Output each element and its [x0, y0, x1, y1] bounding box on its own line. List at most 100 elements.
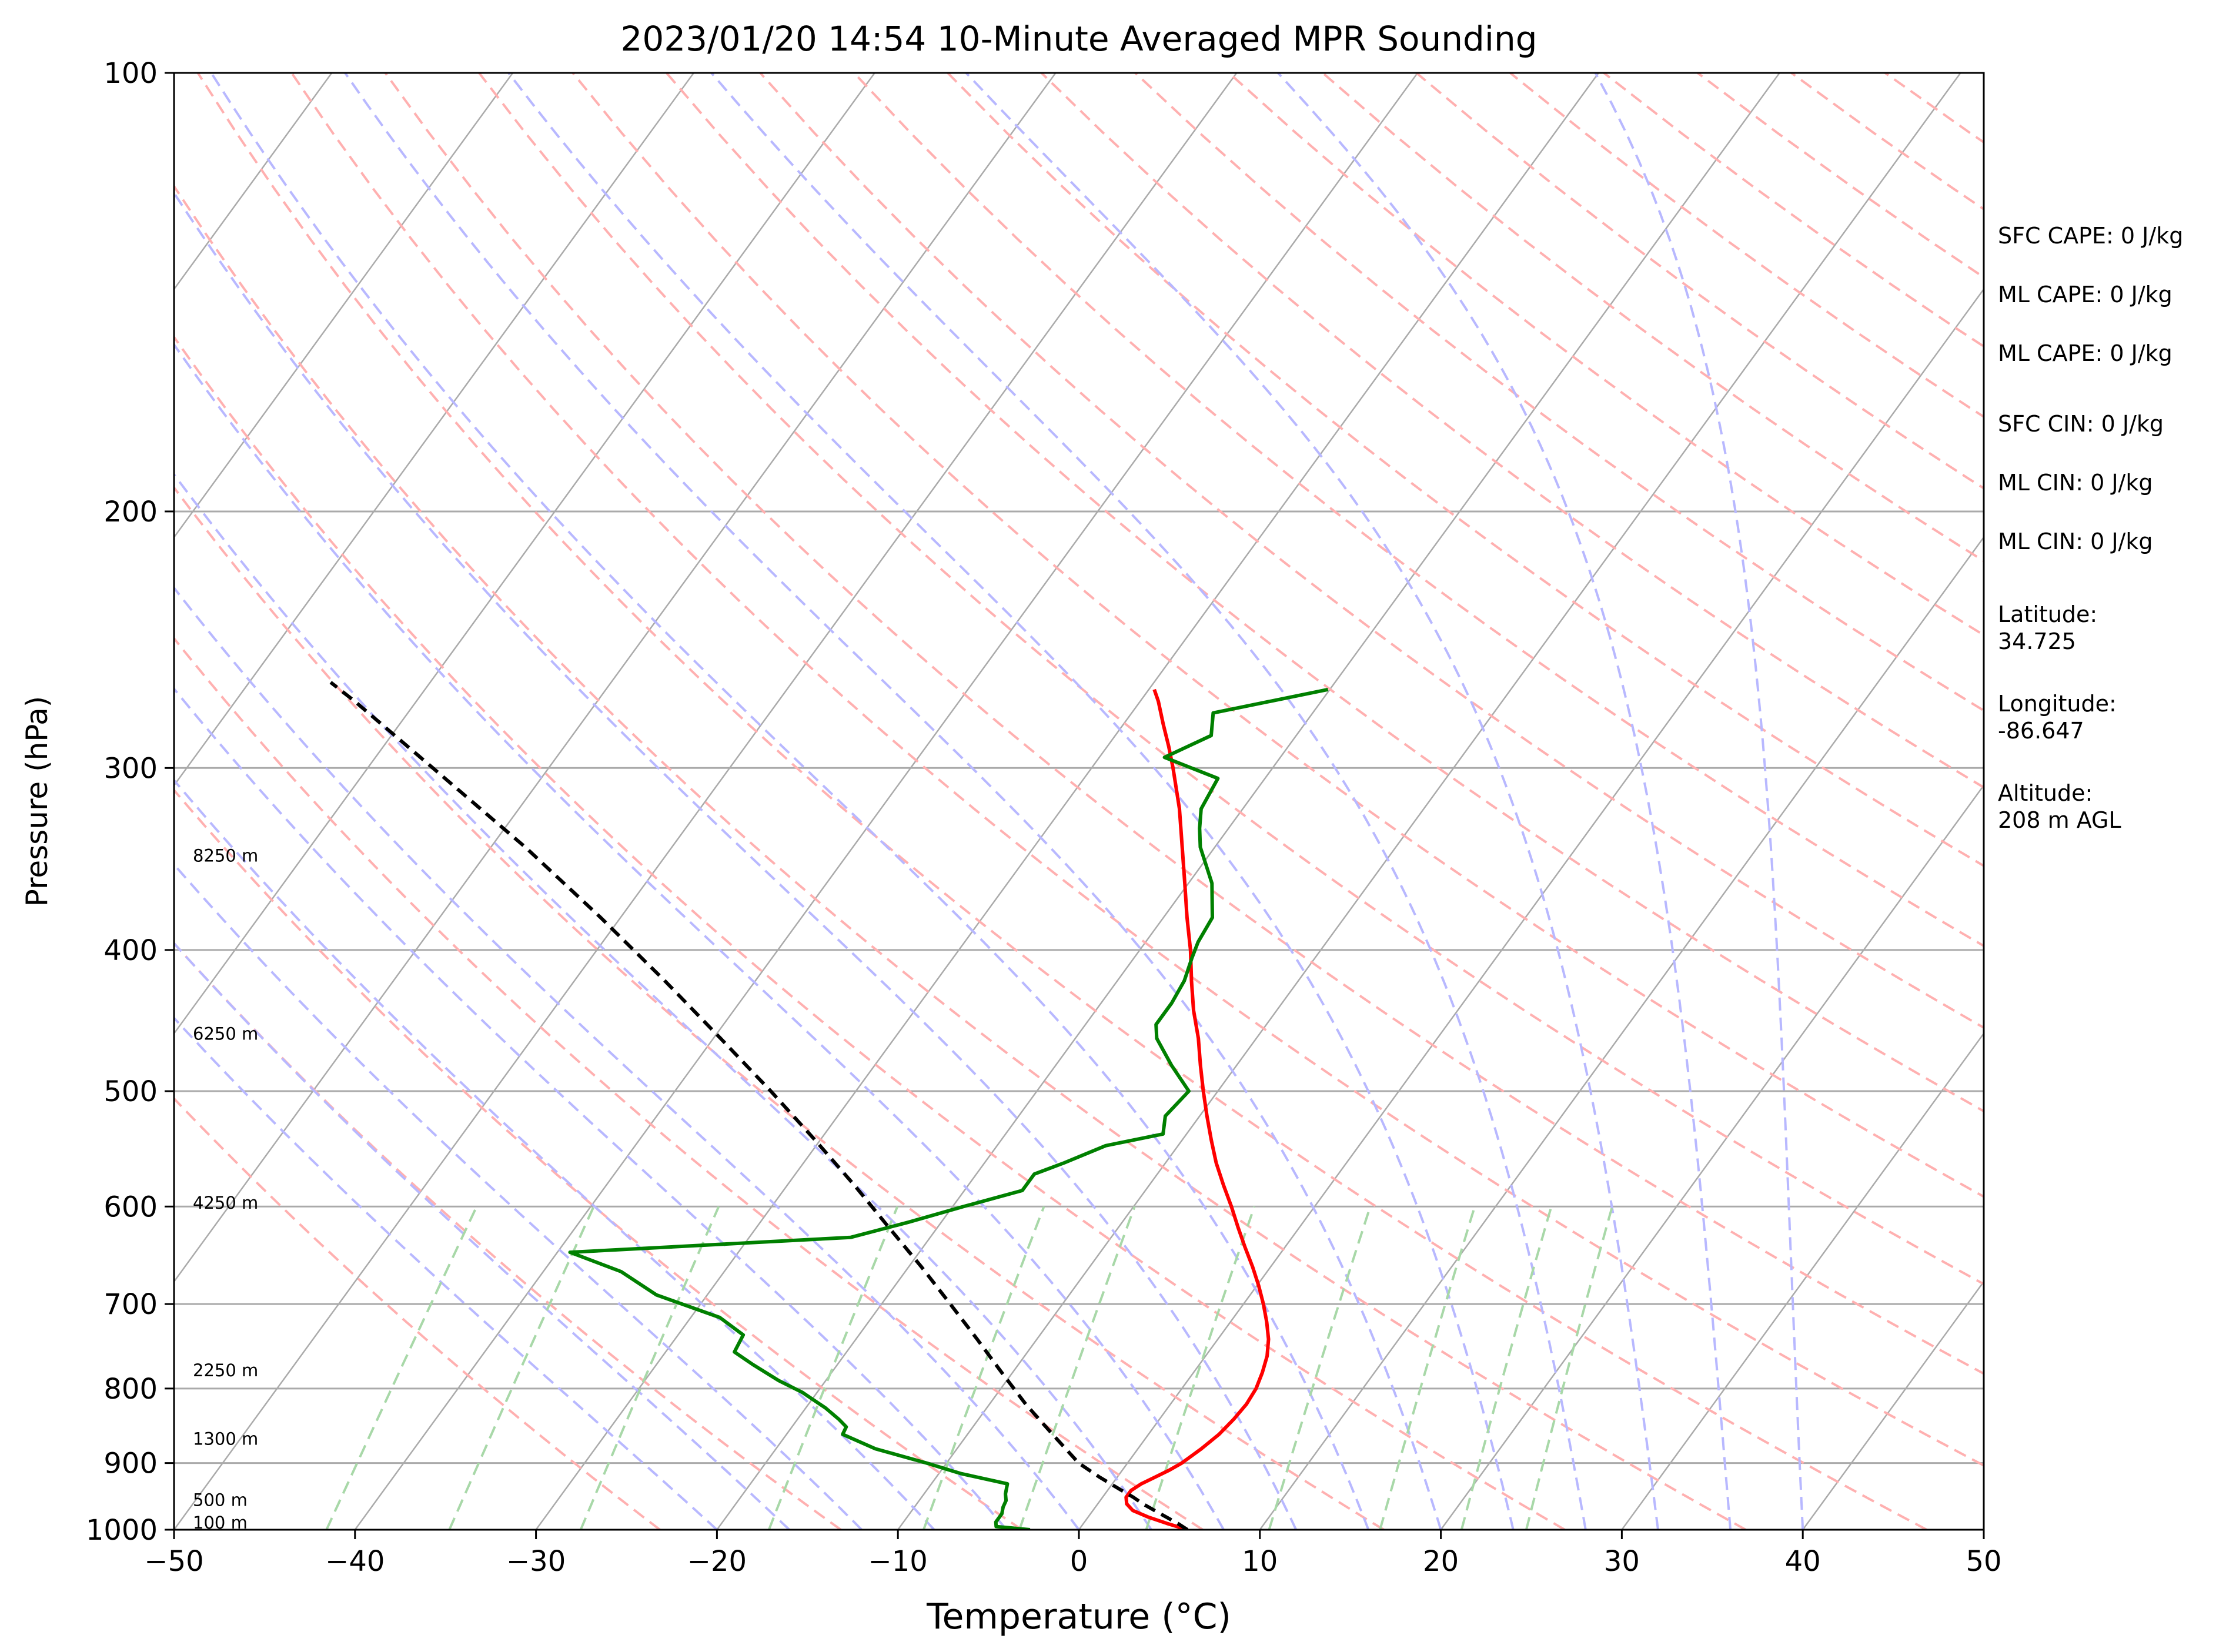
sfc-cape-stat: SFC CAPE: 0 J/kg: [1998, 223, 2184, 249]
dry-adiabat: [174, 788, 1023, 1530]
y-tick-label: 200: [103, 496, 158, 529]
isotherm-line: [1440, 784, 1984, 1530]
mixing-ratio-line: [767, 1206, 899, 1530]
moist-adiabat: [174, 1016, 718, 1530]
moist-adiabat: [174, 586, 1080, 1530]
isotherm-line: [174, 73, 1238, 1530]
y-tick-label: 900: [103, 1447, 158, 1480]
moist-adiabat: [174, 778, 935, 1530]
height-label: 8250 m: [193, 846, 258, 866]
moist-adiabat: [710, 73, 1587, 1530]
mixing-ratio-line: [1525, 1206, 1614, 1530]
dry-adiabat: [174, 941, 842, 1530]
isotherm-line: [1259, 536, 1984, 1530]
ml-cape-stat: ML CAPE: 0 J/kg: [1998, 282, 2172, 307]
parcel-path-line: [329, 681, 1189, 1530]
isotherm-line: [354, 73, 1419, 1530]
isotherm-line: [535, 73, 1599, 1530]
dry-adiabat: [1134, 73, 1984, 712]
x-tick-label: 30: [1604, 1545, 1640, 1578]
mixing-ratio-line: [448, 1206, 595, 1530]
mixing-ratio-line: [1145, 1206, 1256, 1530]
isotherm-line: [1621, 1032, 1984, 1530]
mixing-ratio-line: [923, 1206, 1045, 1530]
mixing-ratio-line: [579, 1206, 720, 1530]
height-label: 1300 m: [193, 1429, 258, 1449]
x-tick-label: 50: [1966, 1545, 2001, 1578]
moist-adiabat: [1277, 73, 1732, 1530]
mixing-ratio-line: [1268, 1206, 1372, 1530]
longitude-stat: Longitude: -86.647: [1998, 691, 2117, 744]
dry-adiabat: [174, 486, 1385, 1530]
moist-adiabat: [1594, 73, 1804, 1530]
x-tick-label: −10: [868, 1545, 928, 1578]
y-tick-label: 600: [103, 1190, 158, 1223]
height-label: 500 m: [193, 1490, 248, 1510]
isotherm-line: [1078, 287, 1984, 1530]
moist-adiabat: [174, 342, 1225, 1530]
y-axis-label: Pressure (hPa): [20, 696, 54, 907]
ml-cin-stat: ML CIN: 0 J/kg: [1998, 470, 2153, 496]
isotherm-line: [174, 73, 875, 1035]
x-tick-label: −30: [506, 1545, 566, 1578]
dry-adiabat: [947, 73, 1984, 868]
isotherm-line: [716, 73, 1780, 1530]
y-tick-label: 300: [103, 752, 158, 785]
mixing-ratio-line: [1379, 1206, 1476, 1530]
height-label: 6250 m: [193, 1024, 258, 1044]
x-tick-label: 40: [1785, 1545, 1821, 1578]
x-axis-ticks: −50 −40 −30 −20 −10 0 10 20 30 40 50: [144, 1530, 2002, 1578]
x-tick-label: 0: [1070, 1545, 1088, 1578]
x-tick-label: 10: [1242, 1545, 1278, 1578]
ml-cin-stat-2: ML CIN: 0 J/kg: [1998, 529, 2153, 554]
dry-adiabat: [174, 636, 1204, 1530]
x-tick-label: −40: [325, 1545, 385, 1578]
moist-adiabat: [965, 73, 1659, 1530]
y-tick-label: 500: [103, 1075, 158, 1108]
x-tick-label: −50: [144, 1545, 203, 1578]
sfc-cin-stat: SFC CIN: 0 J/kg: [1998, 411, 2164, 437]
dry-adiabat: [853, 73, 1984, 948]
dry-adiabat: [478, 73, 1984, 1286]
y-tick-label: 700: [103, 1288, 158, 1321]
y-tick-label: 1000: [86, 1514, 158, 1547]
mixing-ratio-line: [325, 1206, 478, 1530]
isotherm-line: [1802, 1280, 1984, 1530]
dry-adiabat: [174, 1096, 661, 1530]
y-tick-label: 800: [103, 1373, 158, 1406]
temperature-line: [1124, 688, 1271, 1530]
mixing-ratio-line: [1460, 1206, 1553, 1530]
dry-adiabat: [290, 73, 1984, 1467]
height-label: 2250 m: [193, 1360, 258, 1380]
x-tick-label: −20: [687, 1545, 747, 1578]
dry-adiabat: [174, 335, 1566, 1530]
moist-adiabat: [174, 862, 863, 1530]
moist-adiabat: [210, 73, 1370, 1530]
y-axis-ticks: 100 200 300 400 500 600 700 800 900 1000: [86, 57, 174, 1547]
moist-adiabat: [507, 73, 1515, 1530]
x-tick-label: 20: [1423, 1545, 1459, 1578]
chart-title: 2023/01/20 14:54 10-Minute Averaged MPR …: [620, 19, 1537, 59]
dry-adiabat: [196, 73, 1927, 1530]
mixing-ratio-line: [1018, 1206, 1136, 1530]
dry-adiabat: [666, 73, 1984, 1113]
moist-adiabat: [344, 73, 1442, 1530]
dewpoint-line: [568, 687, 1329, 1530]
isotherm-line: [174, 73, 514, 539]
stats-panel: SFC CAPE: 0 J/kg ML CAPE: 0 J/kg ML CAPE…: [1998, 0, 2221, 1652]
isotherm-line: [174, 73, 1057, 1283]
isotherm-line: [174, 73, 694, 787]
moist-adiabat: [174, 190, 1298, 1530]
y-tick-label: 100: [103, 57, 158, 90]
altitude-stat: Altitude: 208 m AGL: [1998, 780, 2121, 833]
background-lines: [174, 73, 1984, 1530]
dry-adiabat: [571, 73, 1984, 1198]
ml-cape-stat-2: ML CAPE: 0 J/kg: [1998, 340, 2172, 366]
moist-adiabat: [174, 472, 1152, 1530]
y-tick-label: 400: [103, 934, 158, 967]
x-axis-label: Temperature (°C): [926, 1596, 1231, 1637]
height-label: 4250 m: [193, 1193, 258, 1213]
sounding-series: [329, 681, 1329, 1530]
